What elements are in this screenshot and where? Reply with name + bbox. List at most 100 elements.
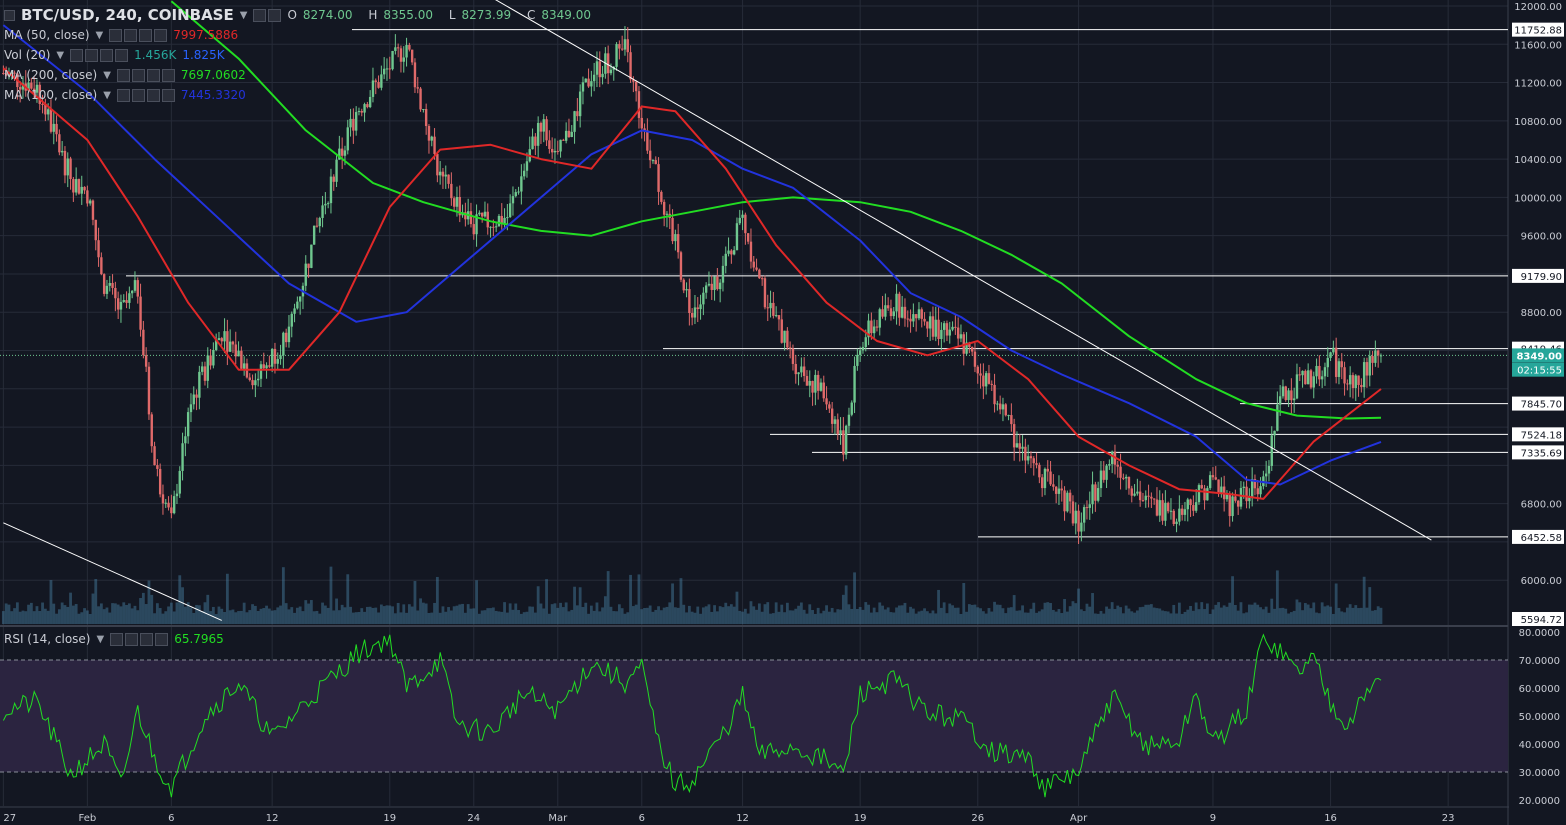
volume-bar [71, 605, 75, 624]
price-axis[interactable]: 12000.00 11600.00 11200.00 10800.00 10400.00… [1509, 0, 1566, 825]
eye-icon[interactable] [116, 88, 130, 102]
candle-body [195, 394, 198, 398]
volume-bar [1071, 601, 1075, 624]
volume-bar [559, 602, 562, 624]
volume-bar [533, 612, 537, 624]
eye-icon[interactable] [70, 48, 84, 62]
gear-icon[interactable] [124, 28, 138, 42]
ma50-line [2, 67, 1382, 500]
candle-body [783, 330, 786, 343]
volume-bar [18, 611, 22, 624]
candle-body [167, 502, 170, 508]
candle-body [436, 153, 439, 176]
close-icon[interactable] [115, 48, 129, 62]
volume-bar [727, 606, 730, 624]
candle-body [788, 347, 792, 349]
candle-body [685, 289, 688, 291]
ma100-line [2, 24, 1382, 486]
volume-bar [15, 602, 19, 624]
chevron-down-icon[interactable]: ▼ [103, 69, 111, 81]
chevron-down-icon[interactable]: ▼ [56, 49, 65, 61]
volume-bar [66, 606, 70, 624]
gear-icon[interactable] [268, 8, 282, 22]
chevron-down-icon[interactable]: ▼ [239, 9, 248, 21]
volume-bar [942, 602, 946, 624]
volume-bar [519, 613, 523, 624]
eye-icon[interactable] [116, 68, 130, 82]
candle-body [464, 212, 467, 220]
plus-icon[interactable] [139, 28, 153, 42]
volume-bar [1183, 611, 1187, 624]
close-icon[interactable] [154, 28, 168, 42]
volume-bar [360, 608, 364, 624]
ma100-label[interactable]: MA (100, close) [4, 88, 98, 102]
candle-body [1206, 488, 1209, 501]
volume-bar [273, 610, 277, 624]
volume-bar [724, 602, 728, 624]
candle-body [441, 171, 445, 177]
low-value: 8273.99 [461, 8, 512, 22]
symbol-title[interactable]: BTC/USD, 240, COINBASE [21, 6, 234, 24]
close-icon[interactable] [155, 632, 169, 646]
time-tick-label: 6 [639, 813, 645, 824]
plus-icon[interactable] [140, 632, 154, 646]
candle-body [296, 301, 299, 309]
candle-body [248, 377, 251, 381]
time-axis[interactable]: 27 Feb 6 12 19 24 Mar 6 12 19 26 Apr 9 16 23 [3, 813, 1454, 824]
volume-bar [1040, 609, 1044, 624]
plus-icon[interactable] [146, 68, 160, 82]
chevron-down-icon[interactable]: ▼ [96, 633, 105, 645]
candle-body [970, 346, 974, 352]
candle-body [1234, 496, 1237, 501]
volume-bar [237, 611, 240, 624]
candle-body [643, 128, 646, 131]
volume-bar [665, 606, 669, 624]
gear-icon[interactable] [131, 88, 145, 102]
ma200-label[interactable]: MA (200, close) [4, 68, 98, 82]
gear-icon[interactable] [125, 632, 139, 646]
volume-bar [60, 602, 64, 624]
ma50-value: 7997.5886 [173, 28, 239, 42]
volume-label[interactable]: Vol (20) [4, 48, 51, 62]
candle-body [928, 316, 932, 329]
volume-bar [1312, 602, 1316, 624]
eye-icon[interactable] [110, 632, 124, 646]
volume-bar [111, 603, 114, 624]
volume-bar [312, 611, 316, 624]
collapse-icon[interactable] [4, 9, 15, 21]
chevron-down-icon[interactable]: ▼ [95, 29, 104, 41]
volume-bar [1197, 609, 1201, 624]
volume-bar [886, 607, 890, 624]
close-icon[interactable] [161, 68, 175, 82]
candle-body [158, 468, 162, 495]
plus-icon[interactable] [100, 48, 114, 62]
eye-icon[interactable] [109, 28, 123, 42]
gear-icon[interactable] [131, 68, 145, 82]
settings-icon[interactable] [253, 8, 267, 22]
candle-body [1164, 502, 1167, 521]
candle-body [265, 365, 268, 369]
volume-bar [606, 571, 610, 624]
candle-body [276, 359, 279, 364]
rsi-label[interactable]: RSI (14, close) [4, 632, 91, 646]
plus-icon[interactable] [146, 88, 160, 102]
volume-bar [872, 607, 876, 624]
close-icon[interactable] [161, 88, 175, 102]
ma200-legend: MA (200, close) ▼ 7697.0602 [4, 68, 246, 82]
candle-body [58, 134, 61, 153]
rsi-tick-label: 50.0000 [1519, 712, 1560, 723]
volume-bar [116, 604, 120, 624]
volume-legend: Vol (20) ▼ 1.456K 1.825K [4, 48, 225, 62]
candle-body [606, 53, 610, 74]
volume-bar [1287, 613, 1290, 624]
volume-bar [1354, 605, 1358, 624]
chevron-down-icon[interactable]: ▼ [103, 89, 111, 101]
volume-bar [1281, 607, 1285, 624]
candle-body [1088, 504, 1091, 508]
candle-body [153, 446, 156, 466]
gear-icon[interactable] [85, 48, 99, 62]
volume-bar [477, 613, 481, 624]
volume-bar [1152, 607, 1156, 624]
ma50-label[interactable]: MA (50, close) [4, 28, 90, 42]
